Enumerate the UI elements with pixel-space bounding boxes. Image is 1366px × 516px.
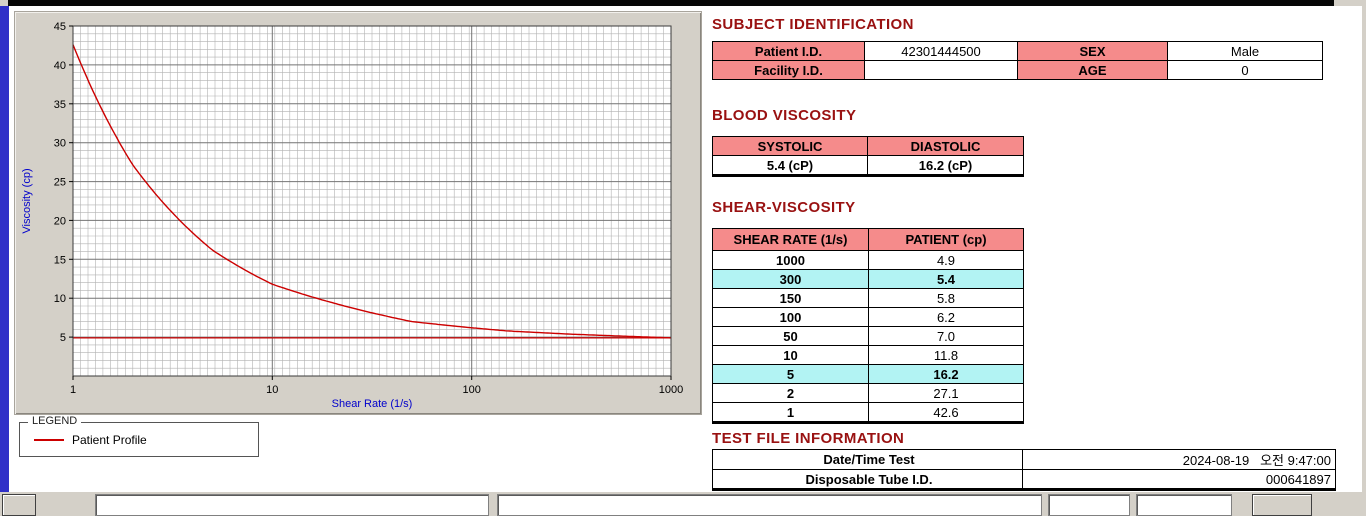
shear-rate-cell: 100 [712, 307, 869, 327]
table-row: 5.4 (cP) 16.2 (cP) [712, 155, 1024, 176]
table-row: 150 5.8 [712, 288, 1024, 308]
shear-rate-col-header: SHEAR RATE (1/s) [712, 228, 869, 251]
window-top-edge [8, 0, 1334, 6]
bottom-panel [497, 494, 1042, 516]
blood-viscosity-table: SYSTOLIC DIASTOLIC 5.4 (cP) 16.2 (cP) [712, 136, 1024, 177]
shear-rate-cell: 5 [712, 364, 869, 384]
patient-id-value: 42301444500 [864, 41, 1018, 61]
subject-identification-table: Patient I.D. 42301444500 SEX Male Facili… [712, 41, 1323, 80]
svg-text:15: 15 [54, 254, 66, 266]
legend-entry: Patient Profile [20, 423, 258, 456]
sex-value: Male [1167, 41, 1323, 61]
table-row: 100 6.2 [712, 307, 1024, 327]
facility-id-value [864, 60, 1018, 80]
disposable-tube-id-label: Disposable Tube I.D. [712, 469, 1023, 490]
svg-text:40: 40 [54, 60, 66, 72]
shear-rate-cell: 2 [712, 383, 869, 403]
subject-identification-title: SUBJECT IDENTIFICATION [712, 16, 914, 33]
patient-cp-cell: 5.8 [868, 288, 1024, 308]
disposable-tube-id-value: 000641897 [1022, 469, 1336, 490]
table-row: SYSTOLIC DIASTOLIC [712, 136, 1024, 156]
shear-rate-cell: 150 [712, 288, 869, 308]
svg-text:25: 25 [54, 177, 66, 189]
svg-text:10: 10 [54, 293, 66, 305]
table-row: Facility I.D. AGE 0 [712, 60, 1323, 80]
sex-label: SEX [1017, 41, 1168, 61]
viscosity-chart-panel: 5 10 15 20 25 30 35 40 45 1 10 100 1000 Shear Rate (1… [14, 11, 702, 415]
table-row: Date/Time Test 2024-08-19 오전 9:47:00 [712, 449, 1336, 470]
diastolic-value: 16.2 (cP) [867, 155, 1024, 176]
shear-rate-cell: 50 [712, 326, 869, 346]
table-row-highlighted: 5 16.2 [712, 364, 1024, 384]
age-label: AGE [1017, 60, 1168, 80]
svg-text:Shear Rate (1/s): Shear Rate (1/s) [332, 398, 413, 410]
svg-text:20: 20 [54, 215, 66, 227]
patient-cp-cell: 4.9 [868, 250, 1024, 270]
diastolic-label: DIASTOLIC [867, 136, 1024, 156]
legend-caption: LEGEND [28, 415, 82, 427]
shear-viscosity-chart: 5 10 15 20 25 30 35 40 45 1 10 100 1000 Shear Rate (1… [21, 21, 683, 410]
table-row: 1000 4.9 [712, 250, 1024, 270]
svg-text:45: 45 [54, 21, 66, 33]
test-file-information-title: TEST FILE INFORMATION [712, 430, 905, 447]
date-time-test-label: Date/Time Test [712, 449, 1023, 470]
patient-col-header: PATIENT (cp) [868, 228, 1024, 251]
svg-text:35: 35 [54, 99, 66, 111]
bottom-panel [95, 494, 489, 516]
shear-rate-cell: 300 [712, 269, 869, 289]
date-time-test-value: 2024-08-19 오전 9:47:00 [1022, 449, 1336, 470]
svg-text:Viscosity (cp): Viscosity (cp) [21, 168, 33, 233]
svg-text:30: 30 [54, 138, 66, 150]
patient-cp-cell: 5.4 [868, 269, 1024, 289]
svg-text:10: 10 [266, 384, 278, 396]
bottom-panel [1136, 494, 1232, 516]
patient-cp-cell: 7.0 [868, 326, 1024, 346]
patient-cp-cell: 16.2 [868, 364, 1024, 384]
table-header-row: SHEAR RATE (1/s) PATIENT (cp) [712, 228, 1024, 251]
patient-cp-cell: 11.8 [868, 345, 1024, 365]
shear-rate-cell: 1 [712, 402, 869, 423]
blood-viscosity-title: BLOOD VISCOSITY [712, 107, 857, 124]
bottom-panel [1048, 494, 1130, 516]
legend-entry-label: Patient Profile [72, 432, 147, 447]
systolic-label: SYSTOLIC [712, 136, 868, 156]
table-row: Disposable Tube I.D. 000641897 [712, 469, 1336, 490]
table-row: 2 27.1 [712, 383, 1024, 403]
table-row: 10 11.8 [712, 345, 1024, 365]
svg-text:100: 100 [463, 384, 481, 396]
shear-rate-cell: 10 [712, 345, 869, 365]
bottom-button[interactable] [1252, 494, 1312, 516]
table-row: 50 7.0 [712, 326, 1024, 346]
age-value: 0 [1167, 60, 1323, 80]
table-row: Patient I.D. 42301444500 SEX Male [712, 41, 1323, 61]
patient-profile-line-swatch [34, 438, 64, 441]
svg-text:1: 1 [70, 384, 76, 396]
svg-text:1000: 1000 [659, 384, 683, 396]
content-area: 5 10 15 20 25 30 35 40 45 1 10 100 1000 Shear Rate (1… [9, 6, 1362, 492]
bottom-windows-strip [0, 492, 1366, 516]
table-row-highlighted: 300 5.4 [712, 269, 1024, 289]
shear-viscosity-table: SHEAR RATE (1/s) PATIENT (cp) 1000 4.9 3… [712, 228, 1024, 424]
shear-rate-cell: 1000 [712, 250, 869, 270]
facility-id-label: Facility I.D. [712, 60, 865, 80]
patient-cp-cell: 27.1 [868, 383, 1024, 403]
table-row: 1 42.6 [712, 402, 1024, 423]
svg-text:5: 5 [60, 332, 66, 344]
shear-viscosity-title: SHEAR-VISCOSITY [712, 199, 856, 216]
window-left-edge [0, 6, 9, 492]
patient-cp-cell: 6.2 [868, 307, 1024, 327]
legend-groupbox: LEGEND Patient Profile [19, 415, 259, 457]
patient-id-label: Patient I.D. [712, 41, 865, 61]
patient-cp-cell: 42.6 [868, 402, 1024, 423]
bottom-button[interactable] [2, 494, 36, 516]
systolic-value: 5.4 (cP) [712, 155, 868, 176]
test-file-information-table: Date/Time Test 2024-08-19 오전 9:47:00 Dis… [712, 449, 1336, 491]
